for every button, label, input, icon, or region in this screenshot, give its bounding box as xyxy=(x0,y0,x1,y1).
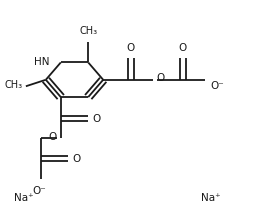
Text: O: O xyxy=(73,154,81,164)
Text: O: O xyxy=(93,114,101,124)
Text: O⁻: O⁻ xyxy=(210,81,224,91)
Text: O: O xyxy=(126,43,135,53)
Text: Na⁺: Na⁺ xyxy=(201,193,220,203)
Text: CH₃: CH₃ xyxy=(4,80,22,90)
Text: O: O xyxy=(48,132,56,142)
Text: CH₃: CH₃ xyxy=(79,26,97,36)
Text: Na⁺: Na⁺ xyxy=(14,193,33,203)
Text: O: O xyxy=(156,73,164,83)
Text: O: O xyxy=(179,43,187,53)
Text: HN: HN xyxy=(34,57,50,67)
Text: O⁻: O⁻ xyxy=(33,186,47,196)
